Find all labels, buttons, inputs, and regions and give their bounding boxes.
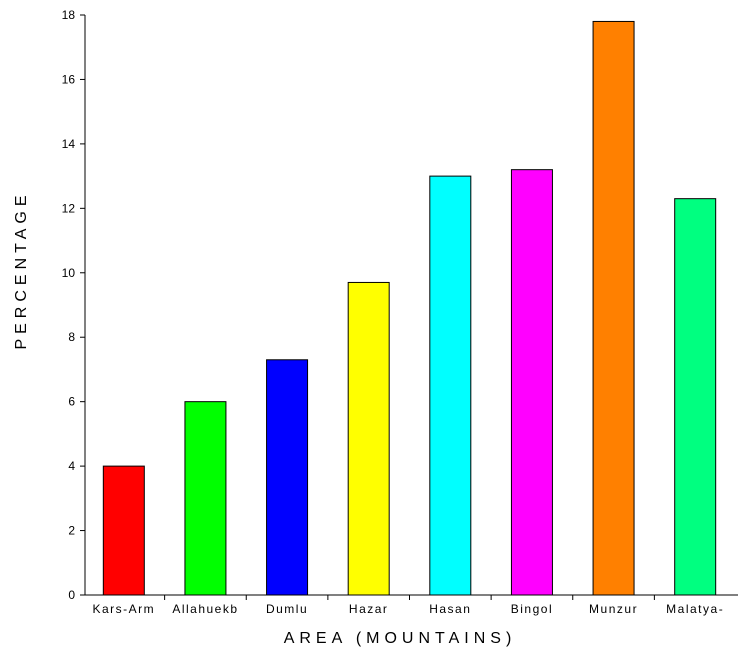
bar [429,175,472,596]
y-tick-label: 14 [62,137,76,151]
y-tick-label: 2 [68,524,75,538]
y-tick-label: 0 [68,588,75,602]
x-tick-label: Munzur [589,602,638,616]
bar [184,401,227,596]
y-axis-title: PERCENTAGE [13,190,30,349]
x-tick-label: Kars-Arm [92,602,155,616]
y-tick-label: 16 [62,72,76,86]
x-tick-label: Bingol [511,602,553,616]
bar [266,359,309,596]
x-tick-label: Hasan [429,602,471,616]
y-tick-label: 4 [68,459,75,473]
y-tick-label: 6 [68,395,75,409]
bar [510,169,553,596]
bar [592,20,635,596]
y-tick-label: 8 [68,330,75,344]
y-tick-label: 10 [62,266,76,280]
y-tick-label: 12 [62,201,76,215]
x-tick-label: Hazar [349,602,389,616]
plot-area: 0 2 4 6 8 10 12 14 16 18 Kars-Arm Allahuekb Dumlu Haz… [62,8,738,616]
x-tick-label: Dumlu [266,602,308,616]
bar [102,465,145,596]
y-tick-label: 18 [62,8,76,22]
x-axis-title: AREA (MOUNTAINS) [284,630,517,647]
bar [347,281,390,596]
x-tick-label: Allahuekb [172,602,238,616]
x-tick-label: Malatya- [666,602,724,616]
bar [674,198,717,596]
